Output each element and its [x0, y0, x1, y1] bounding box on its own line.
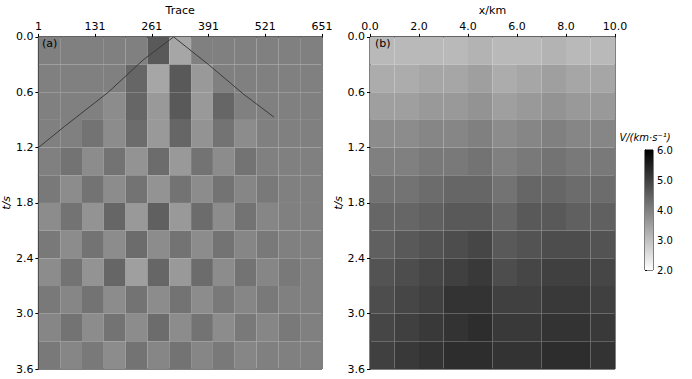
svg-text:651: 651: [312, 20, 333, 33]
svg-text:2.0: 2.0: [410, 20, 428, 33]
svg-text:t/s: t/s: [0, 196, 13, 210]
svg-text:0.6: 0.6: [16, 86, 34, 99]
svg-text:0.0: 0.0: [347, 30, 365, 44]
svg-text:t/s: t/s: [332, 196, 345, 210]
svg-text:3.6: 3.6: [348, 363, 366, 376]
svg-text:6.0: 6.0: [657, 145, 673, 156]
svg-text:261: 261: [141, 20, 162, 33]
svg-text:1: 1: [35, 20, 42, 33]
svg-text:1.8: 1.8: [348, 196, 366, 209]
svg-text:3.0: 3.0: [348, 307, 366, 320]
svg-text:5.0: 5.0: [657, 175, 673, 186]
svg-text:x/km: x/km: [479, 4, 506, 17]
svg-text:Trace: Trace: [165, 4, 195, 17]
svg-text:V/(km·s⁻¹): V/(km·s⁻¹): [619, 132, 670, 143]
svg-text:0.6: 0.6: [348, 86, 366, 99]
svg-text:2.4: 2.4: [348, 252, 366, 265]
svg-text:1.8: 1.8: [16, 196, 34, 209]
svg-text:131: 131: [85, 20, 106, 33]
svg-text:0.0: 0.0: [16, 30, 34, 43]
svg-text:(b): (b): [375, 37, 391, 50]
svg-text:4.0: 4.0: [459, 20, 477, 33]
svg-text:521: 521: [255, 20, 276, 33]
svg-text:10.0: 10.0: [603, 20, 628, 33]
svg-text:0.0: 0.0: [361, 20, 379, 33]
svg-text:1.2: 1.2: [16, 141, 34, 154]
svg-text:1.2: 1.2: [348, 141, 366, 154]
svg-text:3.0: 3.0: [657, 235, 673, 246]
svg-text:4.0: 4.0: [657, 205, 673, 216]
svg-text:2.0: 2.0: [657, 265, 673, 276]
svg-text:(a): (a): [42, 37, 57, 50]
svg-text:391: 391: [198, 20, 219, 33]
svg-text:8.0: 8.0: [557, 20, 575, 33]
svg-text:6.0: 6.0: [508, 20, 526, 33]
svg-text:3.6: 3.6: [16, 363, 34, 376]
svg-text:3.0: 3.0: [16, 307, 34, 320]
svg-text:2.4: 2.4: [16, 252, 34, 265]
